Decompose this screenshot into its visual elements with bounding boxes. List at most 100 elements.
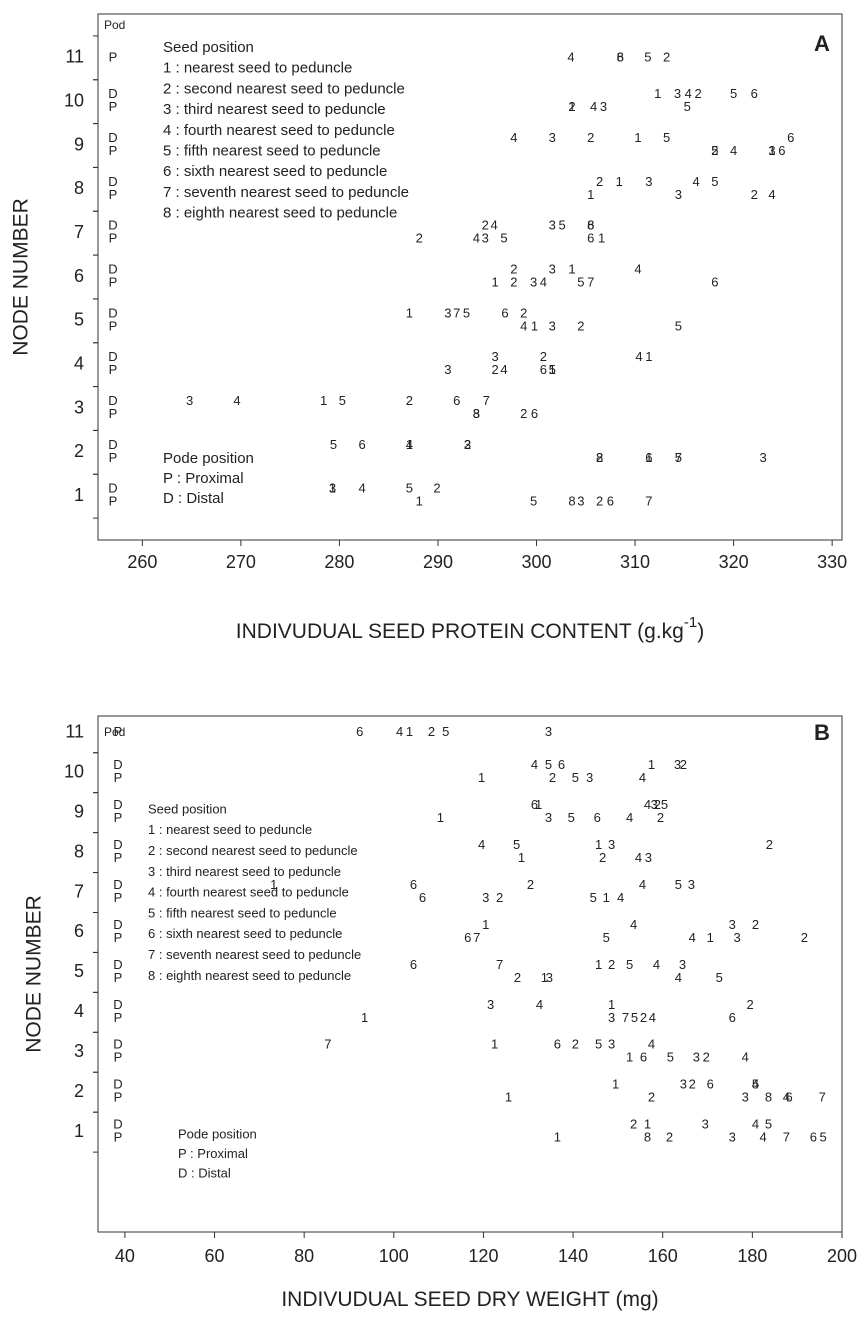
y-tick-label: 1 [74,485,84,505]
x-tick-label: 300 [521,552,551,572]
seed-point: 5 [820,1130,827,1145]
seed-point: 2 [482,218,489,233]
seed-point: 3 [549,218,556,233]
seed-legend-item: 8 : eighth nearest seed to peduncle [148,968,351,983]
seed-point: 7 [496,957,503,972]
seed-point: 5 [626,957,633,972]
seed-point: 2 [766,837,773,852]
seed-point: 2 [527,877,534,892]
seed-point: 6 [751,86,758,101]
seed-point: 2 [496,890,503,905]
seed-legend-item: 8 : eighth nearest seed to peduncle [163,205,397,222]
seed-point: 1 [482,917,489,932]
seed-point: 7 [819,1090,826,1105]
y-tick-label: 8 [74,841,84,861]
seed-point: 2 [428,724,435,739]
seed-point: 4 [634,261,641,276]
seed-point: 3 [693,1050,700,1065]
seed-point: 6 [640,1050,647,1065]
seed-point: 4 [358,481,365,496]
seed-point: 6 [410,877,417,892]
x-tick-label: 60 [205,1246,225,1266]
pod-label: D [108,393,117,408]
x-axis-label: INDIVUDUAL SEED DRY WEIGHT (mg) [281,1288,658,1311]
seed-point: 4 [520,318,527,333]
seed-point: 1 [768,143,775,158]
seed-legend-item: 1 : nearest seed to peduncle [148,822,312,837]
seed-point: 4 [752,1117,759,1132]
seed-point: 6 [607,494,614,509]
seed-point: 5 [716,970,723,985]
seed-point: 1 [361,1010,368,1025]
seed-point: 6 [810,1130,817,1145]
seed-point: 1 [626,1050,633,1065]
pod-label: P [114,930,123,945]
seed-point: 4 [783,1090,790,1105]
seed-point: 6 [501,305,508,320]
seed-point: 1 [416,494,423,509]
seed-point: 2 [608,957,615,972]
pod-label: P [114,1130,123,1145]
pod-label: P [109,450,118,465]
seed-point: 3 [545,810,552,825]
seed-point: 5 [500,231,507,246]
seed-point: 1 [645,450,652,465]
panel-label: A [814,31,830,56]
x-tick-label: 330 [817,552,847,572]
seed-point: 5 [667,1050,674,1065]
x-axis-label-text: INDIVUDUAL SEED PROTEIN CONTENT (g.kg [236,620,684,643]
seed-legend-item: 6 : sixth nearest seed to peduncle [163,163,387,180]
seed-point: 1 [535,797,542,812]
seed-point: 5 [752,1077,759,1092]
seed-point: 2 [648,1090,655,1105]
seed-point: 6 [540,362,547,377]
y-tick-label: 3 [74,397,84,417]
seed-point: 1 [568,99,575,114]
pod-legend-item: P : Proximal [163,470,244,487]
seed-point: 7 [645,494,652,509]
seed-point: 2 [520,406,527,421]
seed-point: 3 [651,797,658,812]
seed-point: 4 [540,274,547,289]
seed-point: 2 [752,917,759,932]
y-tick-label: 8 [74,178,84,198]
pod-label: P [109,274,118,289]
seed-point: 2 [640,1010,647,1025]
seed-point: 1 [406,437,413,452]
pod-legend-title: Pode position [178,1126,257,1141]
seed-point: 3 [768,143,775,158]
seed-point: 1 [549,362,556,377]
seed-point: 2 [680,757,687,772]
seed-point: 5 [631,1010,638,1025]
seed-legend-item: 7 : seventh nearest seed to peduncle [148,947,361,962]
seed-point: 5 [330,437,337,452]
seed-point: 1 [531,318,538,333]
seed-point: 6 [410,957,417,972]
seed-point: 7 [783,1130,790,1145]
x-tick-label: 290 [423,552,453,572]
seed-point: 8 [568,494,575,509]
seed-point: 3 [545,724,552,739]
y-tick-label: 7 [74,222,84,242]
y-tick-label: 2 [74,441,84,461]
x-tick-label: 120 [468,1246,498,1266]
seed-point: 1 [329,481,336,496]
pod-label: P [109,49,118,64]
pod-legend-title: Pode position [163,450,254,467]
seed-point: 1 [634,130,641,145]
seed-point: 3 [549,261,556,276]
seed-point: 7 [622,1010,629,1025]
seed-point: 3 [577,494,584,509]
seed-point: 1 [595,957,602,972]
seed-point: 2 [406,393,413,408]
pod-label: P [109,99,118,114]
y-tick-label: 5 [74,961,84,981]
seed-point: 2 [703,1050,710,1065]
seed-point: 3 [608,837,615,852]
pod-label: D [113,917,122,932]
x-tick-label: 270 [226,552,256,572]
pod-label: D [108,130,117,145]
seed-point: 2 [630,1117,637,1132]
